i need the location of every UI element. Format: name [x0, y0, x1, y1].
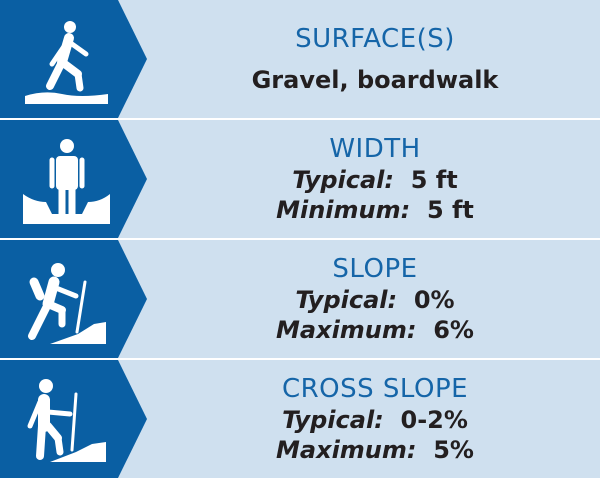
row-title: SURFACE(S): [295, 24, 455, 54]
walking-person-icon: [25, 21, 108, 104]
chevron-panel: [0, 0, 147, 118]
surface-value: Gravel, boardwalk: [251, 66, 499, 94]
minimum-line: Minimum: 5 ft: [276, 196, 474, 224]
width-row: WIDTH Typical: 5 ft Minimum: 5 ft: [0, 120, 600, 238]
surface-content: SURFACE(S) Gravel, boardwalk: [150, 0, 600, 118]
row-title: CROSS SLOPE: [281, 374, 469, 404]
standing-person-width-icon: [23, 139, 110, 224]
surface-row: SURFACE(S) Gravel, boardwalk: [0, 0, 600, 118]
hiker-cross-slope-icon: [27, 379, 106, 462]
typical-line: Typical: 0-2%: [282, 406, 468, 434]
cross-slope-row: CROSS SLOPE Typical: 0-2% Maximum: 5%: [0, 360, 600, 478]
typical-line: Typical: 5 ft: [292, 166, 458, 194]
maximum-line: Maximum: 6%: [276, 316, 474, 344]
maximum-line: Maximum: 5%: [276, 436, 474, 464]
slope-content: SLOPE Typical: 0% Maximum: 6%: [150, 240, 600, 358]
hiker-uphill-icon: [28, 263, 106, 344]
cross-slope-content: CROSS SLOPE Typical: 0-2% Maximum: 5%: [150, 360, 600, 478]
slope-row: SLOPE Typical: 0% Maximum: 6%: [0, 240, 600, 358]
row-title: WIDTH: [329, 134, 421, 164]
width-content: WIDTH Typical: 5 ft Minimum: 5 ft: [150, 120, 600, 238]
row-title: SLOPE: [332, 254, 418, 284]
typical-line: Typical: 0%: [295, 286, 455, 314]
